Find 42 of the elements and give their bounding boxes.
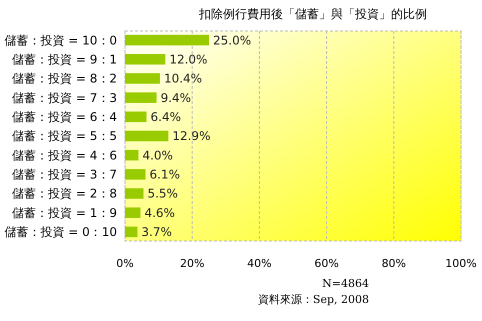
y-tick-label: 儲蓄：投資 = 4：6 [12, 148, 117, 162]
bar [125, 188, 144, 199]
text: N=4864 [322, 277, 369, 290]
y-tick-label: 儲蓄：投資 = 0：10 [4, 225, 117, 240]
y-tick-label: 儲蓄：投資 = 6：4 [12, 110, 117, 124]
data-label: 5.5% [147, 186, 178, 201]
bar [125, 130, 168, 142]
y-tick-label: 儲蓄：投資 = 5：5 [12, 129, 117, 144]
bar [125, 92, 157, 103]
y-tick-label: 儲蓄：投資 = 9：1 [12, 52, 117, 66]
bar [125, 34, 209, 46]
bar [125, 169, 146, 180]
data-label: 3.7% [141, 225, 172, 240]
data-label: 4.6% [144, 206, 175, 220]
data-label: 12.9% [172, 129, 210, 144]
y-tick-label: 儲蓄：投資 = 8：2 [12, 72, 117, 86]
bar [125, 150, 138, 160]
x-tick-label: 20% [180, 257, 204, 270]
data-label: 9.4% [160, 90, 192, 105]
bar [125, 112, 147, 122]
source-note: 資料來源：Sep, 2008 [258, 293, 369, 306]
y-tick-label: 儲蓄：投資 = 10：0 [4, 33, 117, 48]
bar [125, 207, 140, 218]
data-label: 6.4% [150, 110, 182, 124]
chart-title: 扣除例行費用後「儲蓄」與「投資」的比例 [198, 7, 427, 21]
x-tick-label: 0% [116, 257, 134, 270]
data-label: 10.4% [164, 72, 202, 86]
bar [125, 226, 138, 238]
y-tick-label: 儲蓄：投資 = 1：9 [12, 206, 117, 220]
y-tick-label: 儲蓄：投資 = 3：7 [12, 168, 117, 182]
bar [125, 54, 166, 65]
x-tick-label: 80% [382, 257, 406, 270]
x-tick-label: 40% [247, 257, 272, 270]
y-tick-label: 儲蓄：投資 = 2：8 [12, 186, 117, 201]
data-label: 12.0% [169, 52, 208, 66]
x-tick-label: 100% [445, 257, 477, 270]
bar [125, 73, 160, 84]
y-tick-label: 儲蓄：投資 = 7：3 [12, 90, 117, 105]
data-label: 25.0% [213, 33, 252, 48]
data-label: 6.1% [149, 168, 180, 182]
x-tick-label: 60% [314, 257, 339, 270]
data-label: 4.0% [142, 148, 173, 162]
